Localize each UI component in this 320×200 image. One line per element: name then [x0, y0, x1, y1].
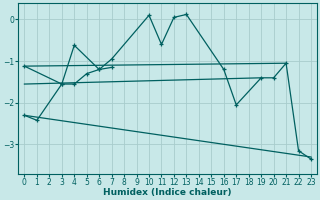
X-axis label: Humidex (Indice chaleur): Humidex (Indice chaleur) [103, 188, 232, 197]
